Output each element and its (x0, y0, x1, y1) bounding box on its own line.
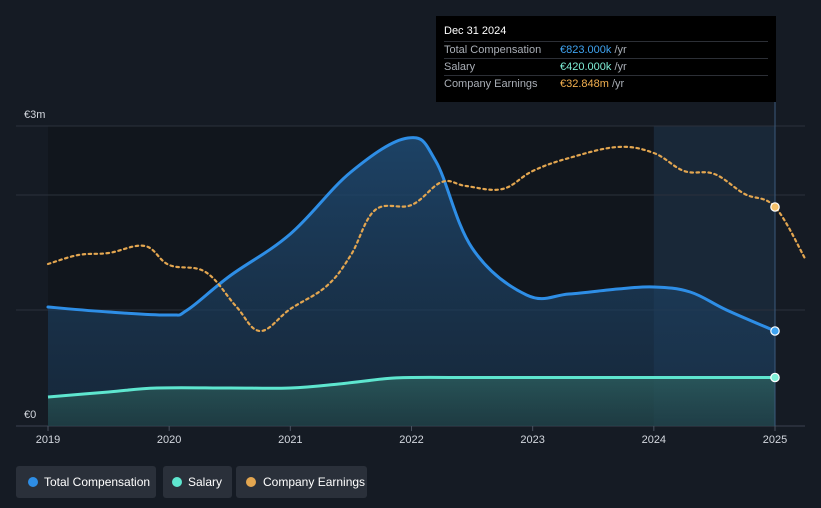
tooltip-row-salary: Salary €420.000k /yr (444, 58, 768, 76)
company-earnings-marker (770, 202, 780, 212)
legend-item-total-compensation[interactable]: Total Compensation (16, 466, 156, 498)
legend-item-company-earnings[interactable]: Company Earnings (236, 466, 367, 498)
tooltip-value: €420.000k /yr (560, 61, 627, 73)
tooltip: Dec 31 2024 Total Compensation €823.000k… (436, 16, 776, 102)
tooltip-row-total-compensation: Total Compensation €823.000k /yr (444, 41, 768, 59)
total-compensation-area (48, 137, 775, 426)
y-label-bottom: €0 (24, 409, 36, 421)
x-tick-label: 2024 (642, 434, 666, 446)
total-compensation-line (46, 136, 777, 333)
legend-label: Company Earnings (263, 475, 366, 489)
x-tick-label: 2019 (36, 434, 60, 446)
x-tick-label: 2022 (399, 434, 423, 446)
y-label-top: €3m (24, 109, 45, 121)
company-earnings-line (46, 145, 807, 333)
legend-dot-icon (172, 477, 182, 487)
tooltip-label: Salary (444, 61, 476, 73)
x-tick-label: 2021 (278, 434, 302, 446)
x-tick-label: 2023 (520, 434, 544, 446)
legend-dot-icon (246, 477, 256, 487)
tooltip-value: €32.848m /yr (560, 78, 625, 90)
salary-marker (770, 372, 780, 383)
legend-item-salary[interactable]: Salary (163, 466, 232, 498)
legend-label: Salary (188, 475, 223, 489)
x-tick-label: 2025 (763, 434, 787, 446)
legend-label: Total Compensation (44, 475, 151, 489)
legend-dot-icon (28, 477, 38, 487)
tooltip-label: Company Earnings (444, 78, 538, 90)
tooltip-date: Dec 31 2024 (444, 25, 507, 37)
tooltip-value: €823.000k /yr (560, 44, 627, 56)
end-markers (770, 202, 780, 383)
tooltip-label: Total Compensation (444, 44, 542, 56)
x-tick-label: 2020 (157, 434, 181, 446)
salary-area (48, 377, 775, 426)
salary-line (47, 375, 775, 399)
x-axis: 2019 2020 2021 2022 2023 2024 2025 (36, 426, 787, 446)
total-compensation-marker (770, 326, 780, 336)
tooltip-row-company-earnings: Company Earnings €32.848m /yr (444, 75, 768, 93)
